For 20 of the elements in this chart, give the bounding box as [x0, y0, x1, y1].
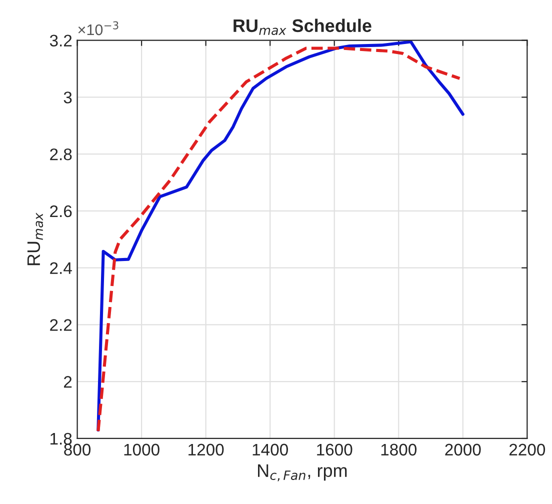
- text: ×10$^{−3}$: [78, 21, 118, 36]
- y-tick-label: 2.2: [50, 319, 72, 331]
- y-tick-label: 2.8: [50, 148, 72, 160]
- x-tick-label: 1200: [188, 444, 224, 456]
- y-tick-label: 2: [64, 376, 72, 388]
- x-tick-label: 1400: [252, 444, 288, 456]
- x-tick-label: 800: [64, 444, 91, 456]
- y-axis-title: RU$_{max}$: [27, 212, 44, 266]
- y-tick-label: 3: [64, 92, 72, 104]
- y-tick-label: 1.8: [50, 432, 72, 445]
- y-tick-label: 2.4: [50, 262, 72, 274]
- x-tick-label: 1000: [124, 444, 160, 456]
- x-axis-title: N$_{c,Fan}$, rpm: [258, 464, 347, 482]
- y-tick-label: 2.6: [50, 205, 72, 218]
- x-tick-label: 2200: [509, 444, 546, 456]
- chart-title: RU$_{max}$ Schedule: [234, 18, 372, 36]
- y-tick-label: 3.2: [50, 34, 72, 47]
- x-tick-label: 1800: [381, 444, 417, 456]
- x-tick-label: 1600: [317, 444, 352, 456]
- x-tick-label: 2000: [445, 444, 481, 456]
